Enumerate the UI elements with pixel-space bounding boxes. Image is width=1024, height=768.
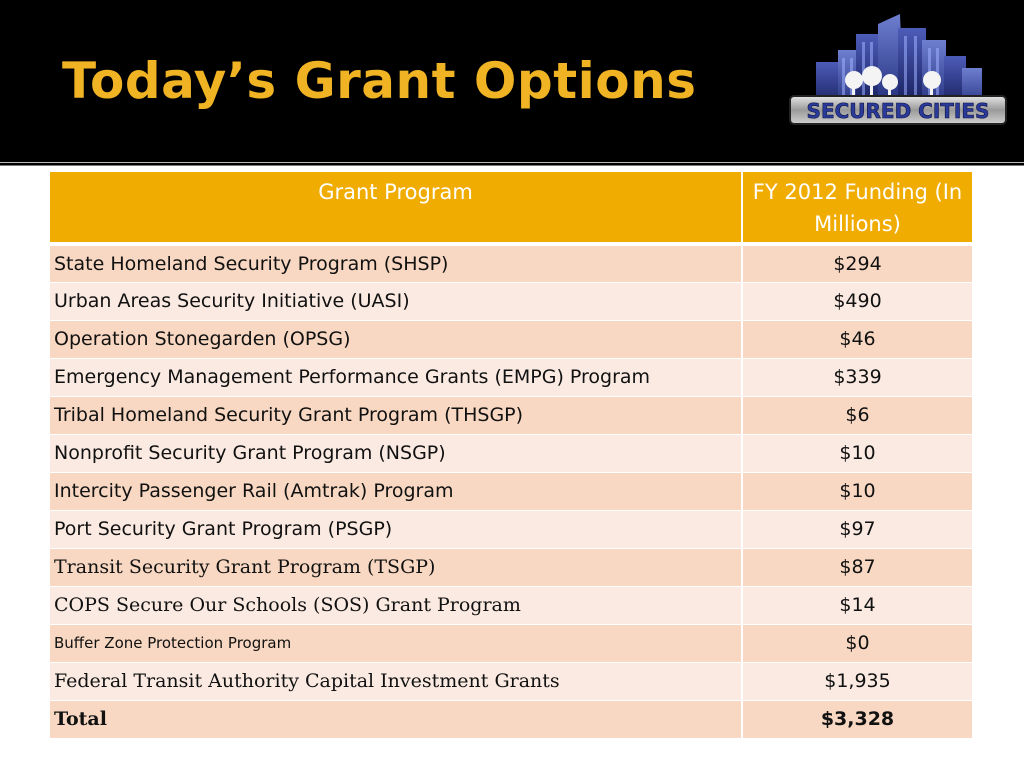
funding-cell: $10 bbox=[742, 434, 972, 473]
table-header-row: Grant Program FY 2012 Funding (In Millio… bbox=[50, 172, 972, 246]
program-cell: Port Security Grant Program (PSGP) bbox=[50, 510, 743, 549]
city-skyline-icon: SECURED CITIES bbox=[789, 14, 1007, 125]
program-cell: Transit Security Grant Program (TSGP) bbox=[50, 548, 743, 587]
funding-cell: $0 bbox=[742, 624, 972, 663]
slide-title: Today’s Grant Options bbox=[62, 52, 697, 110]
table-row: COPS Secure Our Schools (SOS) Grant Prog… bbox=[50, 586, 972, 625]
table-row: Urban Areas Security Initiative (UASI) $… bbox=[50, 282, 972, 321]
funding-cell: $46 bbox=[742, 320, 972, 359]
total-label: Total bbox=[50, 700, 743, 739]
secured-cities-logo: SECURED CITIES bbox=[786, 10, 1010, 150]
program-cell: Tribal Homeland Security Grant Program (… bbox=[50, 396, 743, 435]
funding-cell: $294 bbox=[742, 244, 972, 283]
program-cell: COPS Secure Our Schools (SOS) Grant Prog… bbox=[50, 586, 743, 625]
program-cell: Intercity Passenger Rail (Amtrak) Progra… bbox=[50, 472, 743, 511]
table-row: Federal Transit Authority Capital Invest… bbox=[50, 662, 972, 701]
table-row: Transit Security Grant Program (TSGP) $8… bbox=[50, 548, 972, 587]
table-row: State Homeland Security Program (SHSP) $… bbox=[50, 244, 972, 283]
column-header-program: Grant Program bbox=[50, 172, 743, 246]
grant-table: Grant Program FY 2012 Funding (In Millio… bbox=[50, 172, 972, 739]
program-cell: Buffer Zone Protection Program bbox=[50, 624, 743, 663]
funding-cell: $10 bbox=[742, 472, 972, 511]
funding-cell: $14 bbox=[742, 586, 972, 625]
table-row: Tribal Homeland Security Grant Program (… bbox=[50, 396, 972, 435]
program-cell: Operation Stonegarden (OPSG) bbox=[50, 320, 743, 359]
program-cell: Urban Areas Security Initiative (UASI) bbox=[50, 282, 743, 321]
program-cell: State Homeland Security Program (SHSP) bbox=[50, 244, 743, 283]
table-row: Buffer Zone Protection Program $0 bbox=[50, 624, 972, 663]
header-divider bbox=[0, 162, 1024, 163]
header-divider-2 bbox=[0, 165, 1024, 166]
funding-cell: $490 bbox=[742, 282, 972, 321]
table-row: Emergency Management Performance Grants … bbox=[50, 358, 972, 397]
table-row: Intercity Passenger Rail (Amtrak) Progra… bbox=[50, 472, 972, 511]
funding-cell: $339 bbox=[742, 358, 972, 397]
program-cell: Federal Transit Authority Capital Invest… bbox=[50, 662, 743, 701]
program-cell: Nonprofit Security Grant Program (NSGP) bbox=[50, 434, 743, 473]
total-row: Total $3,328 bbox=[50, 700, 972, 739]
column-header-funding: FY 2012 Funding (In Millions) bbox=[742, 172, 972, 246]
table-row: Nonprofit Security Grant Program (NSGP) … bbox=[50, 434, 972, 473]
svg-text:SECURED CITIES: SECURED CITIES bbox=[807, 99, 990, 123]
funding-cell: $1,935 bbox=[742, 662, 972, 701]
slide-header: Today’s Grant Options bbox=[0, 0, 1024, 160]
funding-cell: $6 bbox=[742, 396, 972, 435]
slide-body: Grant Program FY 2012 Funding (In Millio… bbox=[0, 166, 1024, 768]
program-cell: Emergency Management Performance Grants … bbox=[50, 358, 743, 397]
total-value: $3,328 bbox=[742, 700, 972, 739]
table-row: Operation Stonegarden (OPSG) $46 bbox=[50, 320, 972, 359]
funding-cell: $97 bbox=[742, 510, 972, 549]
table-row: Port Security Grant Program (PSGP) $97 bbox=[50, 510, 972, 549]
funding-cell: $87 bbox=[742, 548, 972, 587]
